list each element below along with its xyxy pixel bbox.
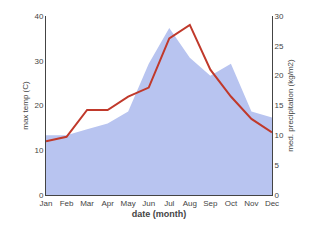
svg-text:30: 30 bbox=[275, 12, 284, 21]
svg-text:Feb: Feb bbox=[60, 199, 74, 208]
svg-text:max temp (C): max temp (C) bbox=[21, 81, 30, 130]
svg-text:date (month): date (month) bbox=[132, 209, 187, 219]
svg-text:med. precipitation (kg/m2): med. precipitation (kg/m2) bbox=[286, 59, 295, 152]
svg-text:30: 30 bbox=[34, 57, 43, 66]
svg-text:Jan: Jan bbox=[40, 199, 53, 208]
svg-text:0: 0 bbox=[39, 191, 44, 200]
svg-text:10: 10 bbox=[34, 146, 43, 155]
svg-text:Jul: Jul bbox=[164, 199, 174, 208]
svg-text:Jun: Jun bbox=[142, 199, 155, 208]
svg-text:Nov: Nov bbox=[244, 199, 258, 208]
svg-text:20: 20 bbox=[34, 101, 43, 110]
svg-text:0: 0 bbox=[275, 191, 280, 200]
svg-text:20: 20 bbox=[275, 71, 284, 80]
svg-text:15: 15 bbox=[275, 101, 284, 110]
svg-text:Aug: Aug bbox=[183, 199, 197, 208]
svg-text:May: May bbox=[121, 199, 136, 208]
svg-text:Oct: Oct bbox=[225, 199, 238, 208]
svg-text:Dec: Dec bbox=[265, 199, 279, 208]
svg-text:40: 40 bbox=[34, 12, 43, 21]
svg-text:Sep: Sep bbox=[203, 199, 218, 208]
svg-text:Apr: Apr bbox=[101, 199, 114, 208]
svg-text:10: 10 bbox=[275, 131, 284, 140]
svg-text:5: 5 bbox=[275, 161, 280, 170]
svg-text:Mar: Mar bbox=[80, 199, 94, 208]
svg-text:25: 25 bbox=[275, 42, 284, 51]
